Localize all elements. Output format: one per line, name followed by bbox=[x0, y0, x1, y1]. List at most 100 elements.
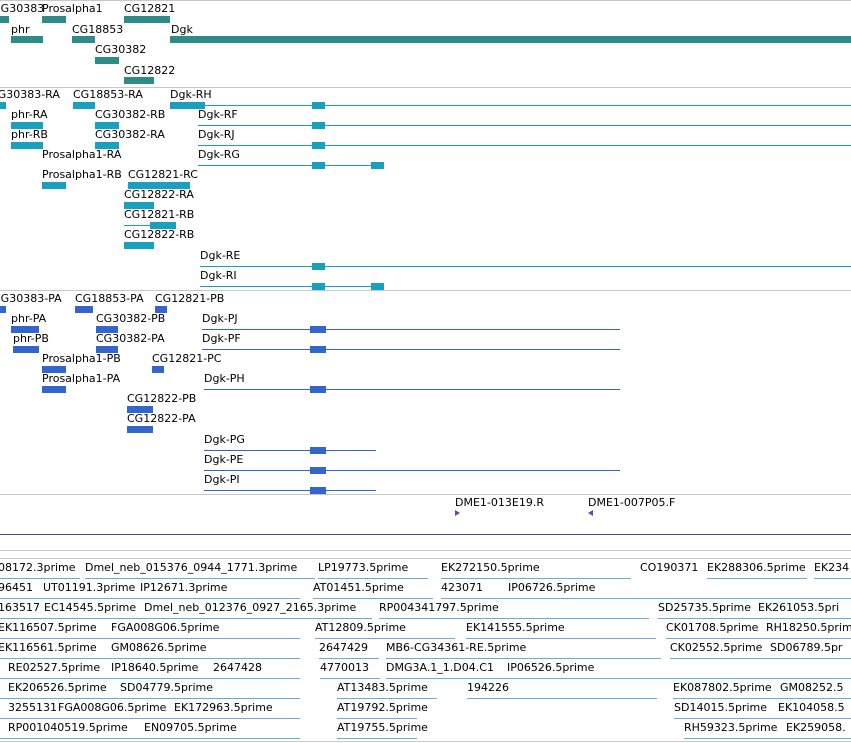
est-label[interactable]: MB6-CG34361-RE.5prime bbox=[386, 641, 527, 654]
est-label[interactable]: CK01708.5prime bbox=[666, 621, 759, 634]
transcript-exon[interactable] bbox=[312, 142, 325, 149]
transcript-glyph[interactable] bbox=[95, 122, 119, 129]
protein-label[interactable]: Dgk-PH bbox=[204, 372, 245, 385]
protein-label[interactable]: phr-PA bbox=[11, 312, 47, 325]
transcript-glyph[interactable] bbox=[124, 242, 154, 249]
est-glyph[interactable] bbox=[0, 598, 300, 599]
transcript-glyph[interactable] bbox=[95, 142, 119, 149]
est-glyph[interactable] bbox=[337, 718, 417, 719]
est-label[interactable]: Dmel_neb_015376_0944_1771.3prime bbox=[85, 561, 298, 574]
gene-label[interactable]: CG18853 bbox=[72, 23, 124, 36]
est-label[interactable]: 96451 bbox=[0, 581, 33, 594]
protein-glyph[interactable] bbox=[11, 326, 39, 333]
est-glyph[interactable] bbox=[467, 698, 657, 699]
transcript-label[interactable]: Dgk-RG bbox=[198, 148, 240, 161]
protein-label[interactable]: Dgk-PE bbox=[204, 453, 244, 466]
est-glyph[interactable] bbox=[658, 618, 851, 619]
est-label[interactable]: RH59323.5prime bbox=[684, 721, 778, 734]
est-label[interactable]: EK172963.5prime bbox=[174, 701, 273, 714]
protein-label[interactable]: CG30382-PA bbox=[96, 332, 165, 345]
transcript-label[interactable]: CG30382-RB bbox=[95, 108, 166, 121]
est-label[interactable]: EK087802.5prime bbox=[673, 681, 772, 694]
est-glyph[interactable] bbox=[0, 658, 300, 659]
est-label[interactable]: EK234 bbox=[814, 561, 850, 574]
protein-exon[interactable] bbox=[310, 386, 326, 393]
est-label[interactable]: 08172.3prime bbox=[0, 561, 76, 574]
protein-glyph[interactable] bbox=[13, 346, 39, 353]
transcript-exon[interactable] bbox=[371, 162, 384, 169]
gene-label[interactable]: CG12822 bbox=[124, 64, 176, 77]
est-label[interactable]: IP06726.5prime bbox=[508, 581, 596, 594]
est-glyph[interactable] bbox=[337, 738, 417, 739]
transcript-glyph[interactable] bbox=[11, 142, 43, 149]
transcript-exon[interactable] bbox=[312, 263, 325, 270]
est-label[interactable]: AT19792.5prime bbox=[337, 701, 428, 714]
est-glyph[interactable] bbox=[0, 578, 80, 579]
est-glyph[interactable] bbox=[0, 738, 300, 739]
gene-label[interactable]: CG30383 bbox=[0, 2, 45, 15]
est-glyph[interactable] bbox=[674, 718, 851, 719]
est-label[interactable]: SD14015.5prime bbox=[674, 701, 767, 714]
oligo-forward-marker[interactable] bbox=[455, 510, 460, 516]
protein-glyph[interactable] bbox=[155, 306, 167, 313]
est-label[interactable]: EK272150.5prime bbox=[441, 561, 540, 574]
gene-glyph[interactable] bbox=[11, 36, 43, 43]
protein-glyph[interactable] bbox=[75, 306, 93, 313]
transcript-exon[interactable] bbox=[312, 283, 325, 290]
transcript-label[interactable]: Dgk-RJ bbox=[198, 128, 235, 141]
est-glyph[interactable] bbox=[441, 578, 631, 579]
gene-label[interactable]: CG30382 bbox=[95, 43, 147, 56]
transcript-glyph[interactable] bbox=[11, 122, 43, 129]
gene-label[interactable]: CG12821 bbox=[124, 2, 176, 15]
protein-glyph[interactable] bbox=[96, 346, 118, 353]
oligo-label[interactable]: DME1-007P05.F bbox=[588, 496, 676, 509]
est-glyph[interactable] bbox=[0, 618, 372, 619]
gene-glyph[interactable] bbox=[124, 16, 170, 23]
protein-label[interactable]: CG12822-PB bbox=[127, 392, 197, 405]
est-label[interactable]: 423071 bbox=[441, 581, 483, 594]
est-glyph[interactable] bbox=[85, 578, 315, 579]
est-glyph[interactable] bbox=[337, 698, 437, 699]
est-label[interactable]: UT01191.3prime bbox=[43, 581, 136, 594]
est-label[interactable]: EK104058.5 bbox=[778, 701, 845, 714]
transcript-label[interactable]: Dgk-RI bbox=[200, 269, 237, 282]
protein-label[interactable]: Dgk-PG bbox=[204, 433, 245, 446]
est-glyph[interactable] bbox=[670, 658, 851, 659]
est-label[interactable]: SD06789.5pr bbox=[770, 641, 843, 654]
est-label[interactable]: EC14545.5prime bbox=[44, 601, 137, 614]
transcript-exon[interactable] bbox=[150, 222, 176, 229]
transcript-glyph[interactable] bbox=[42, 182, 66, 189]
gene-glyph[interactable] bbox=[95, 57, 119, 64]
transcript-label[interactable]: phr-RA bbox=[11, 108, 48, 121]
est-label[interactable]: 2647428 bbox=[213, 661, 262, 674]
est-label[interactable]: EK116561.5prime bbox=[0, 641, 97, 654]
est-glyph[interactable] bbox=[313, 598, 433, 599]
est-label[interactable]: FGA008G06.5prime bbox=[111, 621, 220, 634]
est-label[interactable]: DMG3A.1_1.D04.C1 bbox=[386, 661, 494, 674]
est-label[interactable]: EK206526.5prime bbox=[8, 681, 107, 694]
transcript-label[interactable]: CG30383-RA bbox=[0, 88, 60, 101]
transcript-label[interactable]: CG12821-RC bbox=[128, 168, 198, 181]
est-label[interactable]: RH18250.5prim bbox=[766, 621, 851, 634]
est-glyph[interactable] bbox=[441, 598, 851, 599]
est-label[interactable]: GM08626.5prime bbox=[111, 641, 207, 654]
transcript-glyph[interactable] bbox=[124, 202, 154, 209]
est-glyph[interactable] bbox=[0, 678, 300, 679]
transcript-label[interactable]: phr-RB bbox=[11, 128, 48, 141]
protein-label[interactable]: CG30382-PB bbox=[96, 312, 166, 325]
transcript-glyph[interactable] bbox=[0, 102, 6, 109]
est-label[interactable]: SD25735.5prime bbox=[658, 601, 751, 614]
protein-exon[interactable] bbox=[310, 346, 326, 353]
est-label[interactable]: CK02552.5prime bbox=[670, 641, 763, 654]
est-glyph[interactable] bbox=[707, 578, 807, 579]
transcript-label[interactable]: CG30382-RA bbox=[95, 128, 165, 141]
gene-label[interactable]: Prosalpha1 bbox=[42, 2, 103, 15]
est-label[interactable]: EN09705.5prime bbox=[144, 721, 237, 734]
transcript-glyph[interactable] bbox=[73, 102, 95, 109]
transcript-label[interactable]: Dgk-RH bbox=[170, 88, 212, 101]
est-label[interactable]: EK141555.5prime bbox=[466, 621, 565, 634]
est-glyph[interactable] bbox=[319, 658, 379, 659]
est-label[interactable]: 163517 bbox=[0, 601, 40, 614]
est-label[interactable]: 194226 bbox=[467, 681, 509, 694]
gene-label[interactable]: Dgk bbox=[171, 23, 193, 36]
